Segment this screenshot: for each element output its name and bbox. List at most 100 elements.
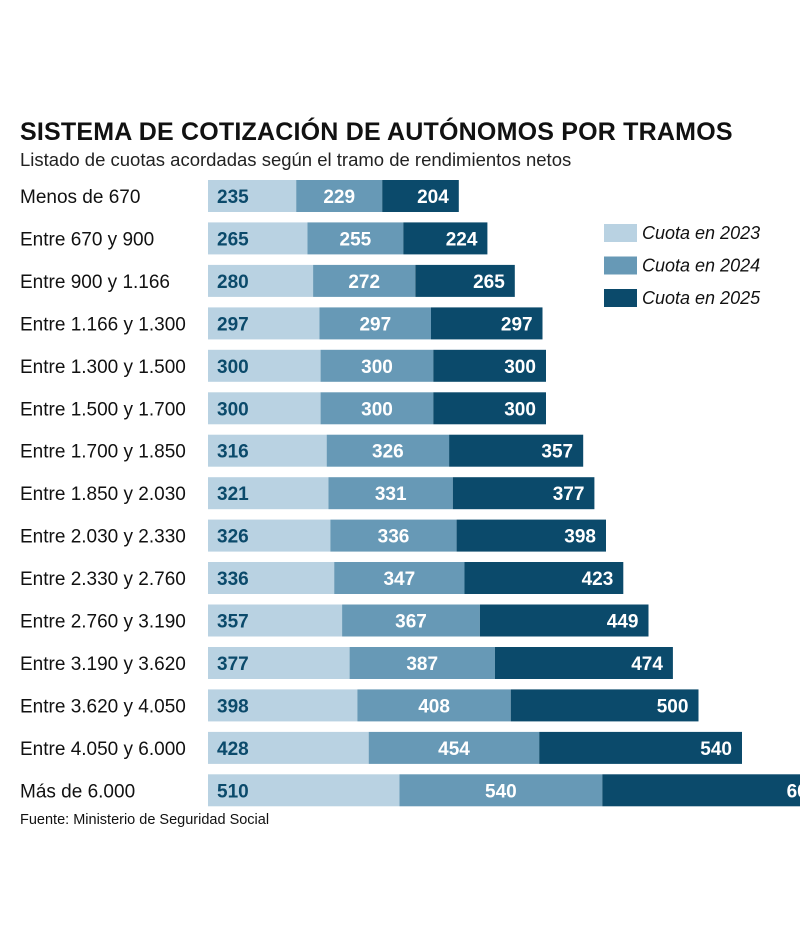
bar-segment-1	[208, 434, 327, 467]
bar-segment-2	[307, 222, 404, 255]
data-label: 229	[323, 187, 355, 208]
bar-segment-2	[326, 434, 450, 467]
bar-segment-2	[320, 392, 434, 425]
chart-subtitle: Listado de cuotas acordadas según el tra…	[20, 149, 572, 170]
category-label: Entre 4.050 y 6.000	[20, 739, 186, 760]
bar-segment-1	[208, 519, 331, 552]
data-label: 297	[501, 314, 533, 335]
category-label: Entre 1.500 y 1.700	[20, 399, 186, 420]
data-label: 398	[217, 696, 249, 717]
bar-segment-2	[328, 477, 453, 510]
data-label: 300	[361, 357, 393, 378]
bar-segment-3	[452, 477, 595, 510]
data-label: 540	[485, 781, 517, 802]
category-label: Entre 1.166 y 1.300	[20, 314, 186, 335]
data-label: 300	[361, 399, 393, 420]
category-label: Menos de 670	[20, 187, 140, 208]
data-label: 326	[372, 442, 404, 463]
category-label: Entre 3.620 y 4.050	[20, 696, 186, 717]
legend-label: Cuota en 2024	[642, 256, 760, 276]
data-label: 510	[217, 781, 249, 802]
data-label: 377	[553, 484, 585, 505]
bar-segment-2	[349, 647, 495, 679]
chart-title: SISTEMA DE COTIZACIÓN DE AUTÓNOMOS POR T…	[20, 118, 733, 146]
bar-segment-3	[494, 647, 673, 679]
category-label: Entre 900 y 1.166	[20, 272, 170, 293]
data-label: 408	[418, 696, 450, 717]
data-label: 300	[504, 399, 536, 420]
data-label: 357	[217, 612, 249, 633]
data-label: 602	[787, 781, 800, 802]
bar-segment-3	[433, 392, 546, 425]
category-label: Más de 6.000	[20, 781, 135, 802]
data-label: 321	[217, 484, 249, 505]
data-label: 316	[217, 442, 249, 463]
bar-segment-3	[539, 731, 742, 764]
data-label: 336	[378, 527, 410, 548]
bar-segment-1	[208, 392, 321, 425]
bar-segment-1	[208, 562, 335, 594]
bar-segment-3	[382, 180, 459, 212]
bar-segment-3	[403, 222, 488, 255]
data-label: 272	[348, 272, 380, 293]
legend-swatch	[604, 289, 637, 307]
data-label: 474	[631, 654, 663, 675]
data-label: 300	[504, 357, 536, 378]
bar-segment-2	[330, 519, 457, 552]
bar-segment-1	[208, 222, 308, 255]
bar-segment-2	[368, 731, 540, 764]
data-label: 336	[217, 569, 249, 590]
source-note: Fuente: Ministerio de Seguridad Social	[20, 812, 270, 828]
bar-segment-2	[296, 180, 383, 212]
category-label: Entre 1.850 y 2.030	[20, 484, 186, 505]
bar-segment-1	[208, 689, 358, 722]
bar-segment-1	[208, 349, 321, 382]
bar-segment-2	[399, 774, 603, 807]
legend-swatch	[604, 224, 637, 242]
data-label: 454	[438, 739, 470, 760]
category-label: Entre 2.330 y 2.760	[20, 569, 186, 590]
data-label: 255	[340, 229, 372, 250]
bar-segment-3	[602, 774, 800, 807]
data-label: 398	[564, 527, 596, 548]
bar-segment-1	[208, 477, 329, 510]
bar-segment-1	[208, 731, 369, 764]
bar-segment-2	[342, 604, 480, 637]
bar-segment-1	[208, 604, 343, 637]
bar-segment-3	[464, 562, 624, 594]
data-label: 204	[417, 187, 449, 208]
bar-segment-3	[510, 689, 699, 722]
legend-label: Cuota en 2023	[642, 223, 760, 243]
data-label: 265	[473, 272, 505, 293]
category-label: Entre 2.760 y 3.190	[20, 612, 186, 633]
category-label: Entre 2.030 y 2.330	[20, 527, 186, 548]
bar-segment-1	[208, 180, 297, 212]
bar-segment-1	[208, 647, 350, 679]
bar-segment-3	[456, 519, 606, 552]
data-label: 428	[217, 739, 249, 760]
bar-segment-3	[479, 604, 649, 637]
data-label: 357	[541, 442, 573, 463]
data-label: 540	[700, 739, 732, 760]
bar-segment-2	[334, 562, 465, 594]
data-label: 331	[375, 484, 407, 505]
bar-segment-3	[433, 349, 546, 382]
category-label: Entre 1.300 y 1.500	[20, 357, 186, 378]
bar-segment-3	[449, 434, 584, 467]
data-label: 347	[383, 569, 415, 590]
bar-segment-2	[357, 689, 511, 722]
data-label: 235	[217, 187, 249, 208]
data-label: 300	[217, 357, 249, 378]
data-label: 297	[217, 314, 249, 335]
category-label: Entre 3.190 y 3.620	[20, 654, 186, 675]
bar-segment-2	[320, 349, 434, 382]
data-label: 449	[607, 612, 639, 633]
data-label: 326	[217, 527, 249, 548]
data-label: 265	[217, 229, 249, 250]
data-label: 377	[217, 654, 249, 675]
bar-segment-2	[319, 307, 431, 340]
data-label: 224	[446, 229, 478, 250]
bar-segment-3	[431, 307, 543, 340]
legend-swatch	[604, 256, 637, 275]
